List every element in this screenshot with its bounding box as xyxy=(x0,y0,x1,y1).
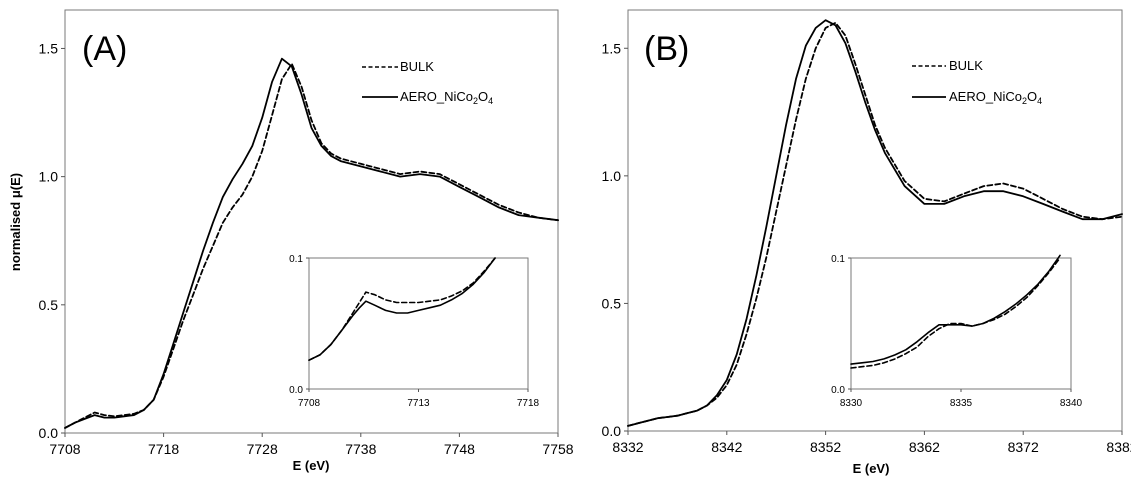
panel-b-label: (B) xyxy=(644,30,689,68)
panel-b-xlabel: E (eV) xyxy=(853,461,890,476)
panel-a-ytick-label: 1.5 xyxy=(39,40,59,56)
panel-a-inset-xtick-label: 7708 xyxy=(298,398,321,409)
panel-b-inset-ytick-label: 0.0 xyxy=(831,385,845,396)
panel-b-xtick-label: 8382 xyxy=(1106,439,1131,455)
panel-b-xtick-label: 8372 xyxy=(1008,439,1039,455)
panel-a-line-aero xyxy=(64,57,559,429)
panel-a-legend-label-aero: AERO_NiCo2O4 xyxy=(400,89,493,106)
panel-b-ytick-label: 0.0 xyxy=(602,423,622,439)
panel-a-line-bulk xyxy=(64,62,559,429)
panel-a-inset: 0.0 0.1 7708 7713 7718 xyxy=(289,254,539,409)
panel-a-ytick-label: 0.5 xyxy=(39,297,59,313)
panel-b-xtick-label: 8362 xyxy=(909,439,940,455)
panel-b-inset-xtick-label: 8335 xyxy=(950,398,973,409)
panel-b-inset-xtick-label: 8330 xyxy=(840,398,863,409)
panel-b-inset-xtick-label: 8340 xyxy=(1060,398,1083,409)
panel-a-xtick-label: 7738 xyxy=(345,441,376,457)
panel-a-xlabel: E (eV) xyxy=(293,458,330,473)
panel-b-inset: 0.0 0.1 8330 8335 8340 xyxy=(831,254,1082,409)
panel-a-legend: BULK AERO_NiCo2O4 xyxy=(362,59,493,106)
panel-a-ytick-label: 0.0 xyxy=(39,425,59,441)
panel-a-xtick-label: 7748 xyxy=(444,441,475,457)
panel-a-inset-xtick-label: 7718 xyxy=(517,398,540,409)
panel-a-inset-frame xyxy=(308,257,529,390)
panel-a-xtick-label: 7758 xyxy=(542,441,573,457)
panel-b-xtick-label: 8352 xyxy=(810,439,841,455)
panel-a-ylabel: normalised μ(E) xyxy=(8,173,23,271)
panel-a-inset-line-aero xyxy=(308,257,496,361)
panel-b-inset-line-aero xyxy=(850,254,1061,365)
panel-b-legend: BULK AERO_NiCo2O4 xyxy=(912,58,1042,106)
panel-b-ytick-label: 1.0 xyxy=(602,168,622,184)
panel-b-chart: (B) 0.0 0.5 1.0 1.5 8332 8342 8352 8362 8372 838… xyxy=(602,9,1131,476)
panel-b-xtick-label: 8342 xyxy=(711,439,742,455)
panel-a-xtick-label: 7708 xyxy=(49,441,80,457)
panel-b-legend-label-aero: AERO_NiCo2O4 xyxy=(949,89,1042,106)
panel-a-inset-ytick-label: 0.0 xyxy=(289,385,303,396)
panel-a-label: (A) xyxy=(82,30,127,68)
panel-a-chart: (A) 0.0 0.5 1.0 1.5 7708 7718 7728 7738 7748 775… xyxy=(8,9,574,473)
panel-b-ytick-label: 0.5 xyxy=(602,295,622,311)
panel-a-xtick-label: 7718 xyxy=(148,441,179,457)
panel-b-inset-ytick-label: 0.1 xyxy=(831,254,845,265)
panel-b-line-aero xyxy=(627,19,1123,427)
panel-b-xtick-label: 8332 xyxy=(612,439,643,455)
panel-b-ytick-label: 1.5 xyxy=(602,40,622,56)
panel-a-inset-ytick-label: 0.1 xyxy=(289,254,303,265)
panel-a-legend-label-bulk: BULK xyxy=(400,59,434,74)
panel-a-ytick-label: 1.0 xyxy=(39,169,59,185)
panel-a-inset-xtick-label: 7713 xyxy=(407,398,430,409)
panel-b-inset-line-bulk xyxy=(850,257,1061,369)
panel-a-xtick-label: 7728 xyxy=(247,441,278,457)
panel-b-legend-label-bulk: BULK xyxy=(949,58,983,73)
